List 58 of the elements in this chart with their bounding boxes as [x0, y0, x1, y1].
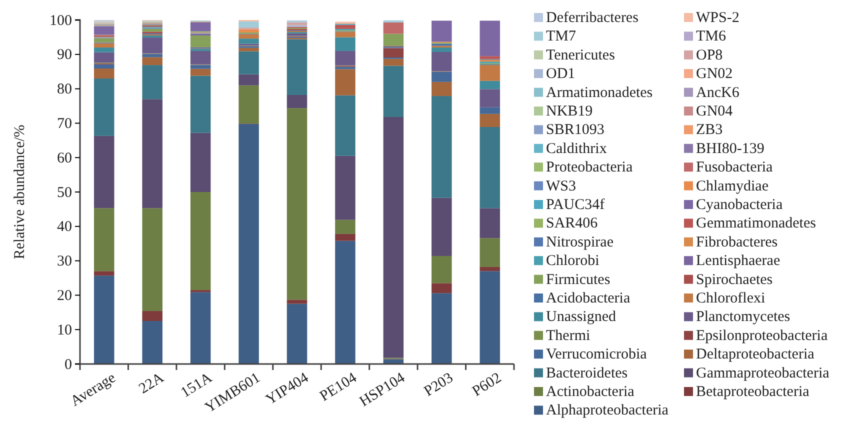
legend-label: Actinobacteria — [546, 384, 635, 400]
legend-label: WS3 — [546, 178, 576, 194]
y-tick-label: 20 — [57, 288, 72, 304]
legend-label: Fibrobacteres — [696, 234, 778, 250]
legend-label: Armatimonadetes — [546, 84, 653, 101]
y-tick-label: 90 — [57, 47, 72, 64]
legend-label: Thermi — [546, 328, 590, 344]
legend-label: Lentisphaerae — [696, 253, 780, 270]
y-tick-label: 50 — [57, 184, 72, 201]
legend-label: GN04 — [696, 104, 734, 120]
legend-label: Gammaproteobacteria — [696, 365, 830, 382]
legend-label: Deferribacteres — [546, 10, 639, 26]
legend-label: Chlamydiae — [696, 178, 769, 194]
legend-label: Betaproteobacteria — [696, 384, 810, 400]
y-tick-label: 70 — [57, 116, 72, 132]
legend-label: TM7 — [546, 28, 576, 45]
y-tick-label: 0 — [64, 356, 72, 373]
legend-label: BHI80-139 — [696, 140, 764, 157]
legend-label: Chlorobi — [546, 253, 600, 270]
legend-label: TM6 — [696, 28, 726, 45]
legend-label: Fusobacteria — [696, 160, 773, 176]
x-tick-label: P203 — [422, 370, 456, 400]
legend-label: Deltaproteobacteria — [696, 346, 815, 363]
legend-label: Planctomycetes — [696, 309, 790, 326]
legend-label: GN02 — [696, 66, 733, 82]
legend-label: SAR406 — [546, 216, 598, 232]
x-tick-label: P602 — [470, 370, 504, 400]
legend-label: WPS-2 — [696, 10, 740, 26]
legend-label: Alphaproteobacteria — [546, 402, 669, 419]
legend-label: Firmicutes — [546, 272, 610, 288]
legend-label: Chloroflexi — [696, 290, 766, 306]
legend-label: Spirochaetes — [696, 272, 773, 288]
y-tick-label: 40 — [57, 219, 72, 236]
legend-label: Unassigned — [546, 309, 616, 326]
y-tick-label: 80 — [57, 82, 72, 98]
legend-label: Epsilonproteobacteria — [696, 328, 828, 344]
legend-label: PAUC34f — [546, 197, 605, 213]
y-tick-label: 30 — [57, 254, 72, 270]
legend-label: Gemmatimonadetes — [696, 216, 816, 232]
y-tick-label: 100 — [50, 12, 72, 29]
legend-label: NKB19 — [546, 104, 593, 120]
y-axis-title: Relative abundance/% — [12, 124, 28, 260]
legend-label: Acidobacteria — [546, 290, 630, 306]
legend-label: Proteobacteria — [546, 160, 633, 176]
legend-label: Cyanobacteria — [696, 197, 783, 213]
legend-label: AncK6 — [696, 84, 740, 101]
y-tick-label: 60 — [57, 150, 72, 166]
legend-label: Tenericutes — [546, 47, 616, 64]
legend-label: SBR1093 — [546, 122, 604, 138]
legend-label: Nitrospirae — [546, 234, 614, 250]
legend-label: Caldithrix — [546, 140, 608, 157]
legend-label: OP8 — [696, 47, 723, 64]
x-tick-label: 22A — [136, 370, 167, 398]
legend-label: Verrucomicrobia — [546, 346, 648, 363]
legend-label: ZB3 — [696, 122, 723, 138]
legend-label: Bacteroidetes — [546, 365, 628, 382]
y-tick-label: 10 — [57, 322, 72, 338]
legend-label: OD1 — [546, 66, 576, 82]
